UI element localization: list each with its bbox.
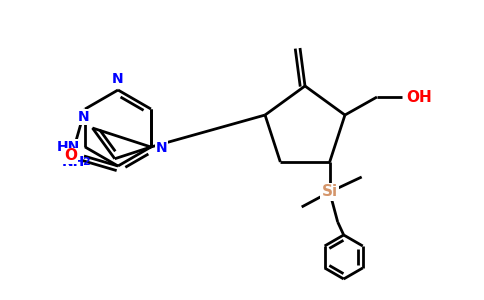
Text: O: O	[64, 148, 77, 164]
Text: HN: HN	[57, 140, 80, 154]
Text: NH: NH	[61, 155, 85, 169]
Text: OH: OH	[406, 89, 432, 104]
Text: N: N	[78, 110, 90, 124]
Text: HN: HN	[57, 140, 80, 154]
Text: Si: Si	[322, 184, 338, 200]
Text: N: N	[112, 72, 124, 86]
Text: N: N	[156, 141, 167, 155]
Text: N: N	[78, 110, 90, 124]
Text: N: N	[156, 141, 167, 155]
Text: N: N	[112, 72, 124, 86]
Text: O: O	[64, 148, 77, 164]
Text: 2: 2	[82, 157, 90, 167]
